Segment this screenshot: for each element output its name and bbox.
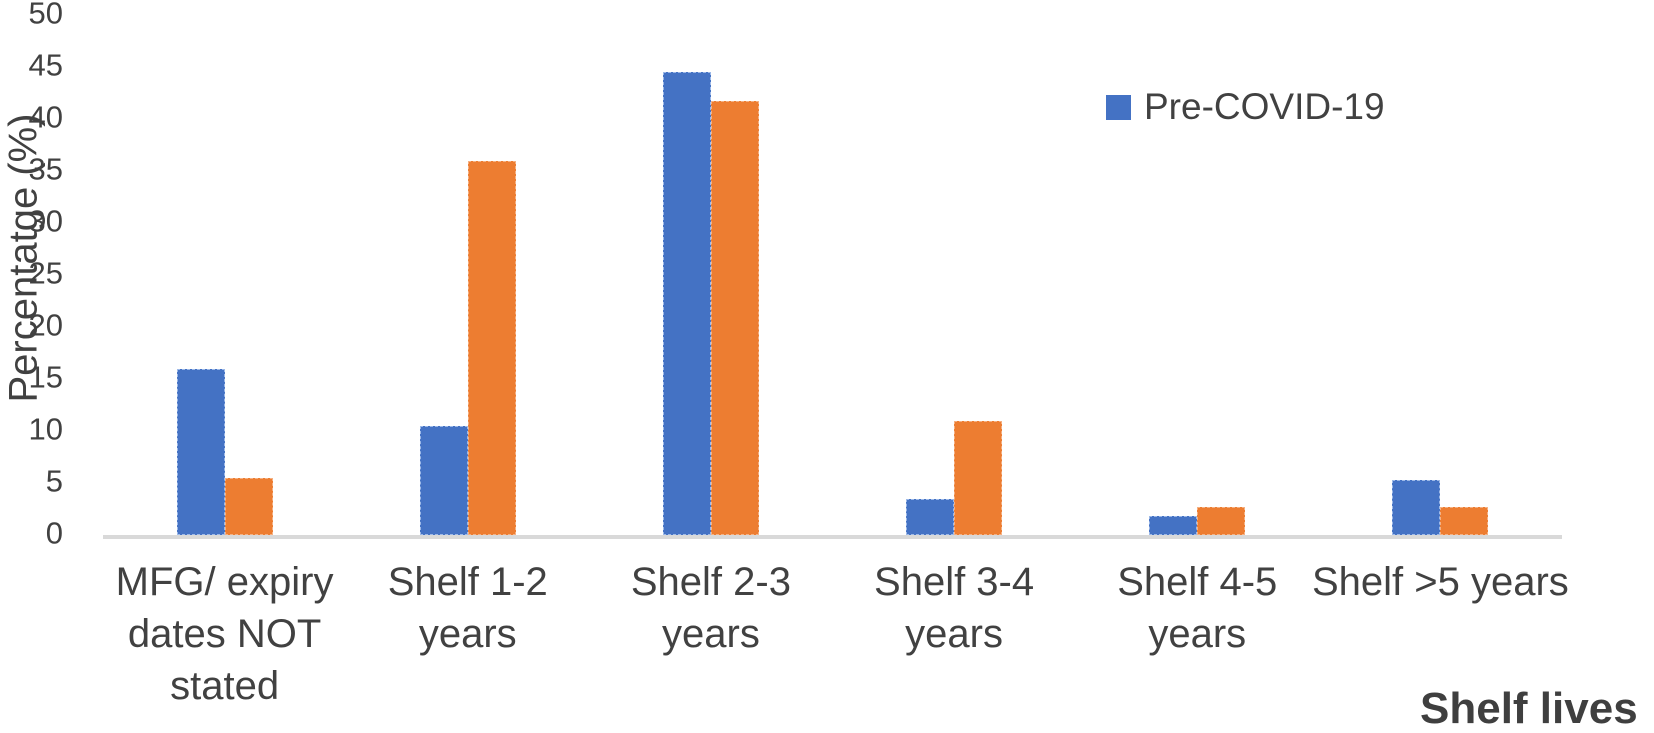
bar-series2-cat5 [1197, 507, 1246, 535]
bar-series2-cat4 [954, 421, 1003, 535]
legend-swatch-pre-covid-19 [1106, 94, 1131, 120]
category-label-3: Shelf 2-3 years [630, 560, 791, 656]
bar-pre-covid-19-cat1 [176, 369, 225, 535]
legend: Pre-COVID-19 [1106, 86, 1385, 128]
bar-series2-cat6 [1440, 507, 1489, 535]
category-label-2: Shelf 1-2 years [387, 560, 548, 656]
y-tick-label-20: 20 [28, 307, 63, 343]
bar-pre-covid-19-cat5 [1149, 516, 1198, 535]
bar-pre-covid-19-cat6 [1392, 480, 1441, 535]
bar-pre-covid-19-cat2 [419, 426, 468, 535]
category-label-4: Shelf 3-4 years [874, 560, 1035, 656]
category-label-6: Shelf >5 years [1311, 560, 1569, 604]
legend-label-pre-covid-19: Pre-COVID-19 [1144, 86, 1385, 127]
category-label-1: MFG/ expiry dates NOT stated [115, 560, 334, 708]
y-tick-label-10: 10 [28, 411, 63, 447]
category-label-5: Shelf 4-5 years [1117, 560, 1278, 656]
x-axis-title: Shelf lives [1420, 684, 1638, 733]
y-tick-label-45: 45 [28, 47, 63, 83]
y-tick-label-15: 15 [28, 359, 63, 395]
y-tick-label-50: 50 [28, 0, 63, 31]
y-tick-label-30: 30 [28, 203, 63, 239]
y-tick-label-40: 40 [28, 99, 63, 135]
bar-pre-covid-19-cat3 [662, 72, 711, 535]
bar-series2-cat1 [224, 478, 273, 535]
bar-pre-covid-19-cat4 [906, 499, 955, 535]
bar-series2-cat2 [467, 161, 516, 535]
bar-series2-cat3 [710, 101, 759, 535]
y-tick-label-35: 35 [28, 151, 63, 187]
y-tick-label-5: 5 [45, 463, 63, 499]
y-tick-label-25: 25 [28, 255, 63, 291]
x-axis-line [103, 535, 1562, 539]
y-tick-label-0: 0 [45, 515, 63, 551]
